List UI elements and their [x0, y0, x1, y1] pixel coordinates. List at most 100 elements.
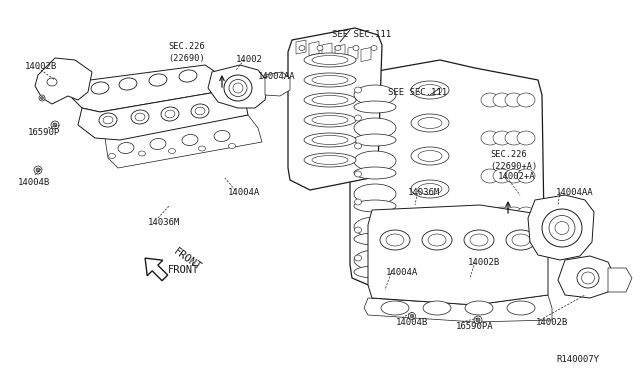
Polygon shape [322, 43, 332, 57]
Ellipse shape [381, 301, 409, 315]
Ellipse shape [464, 230, 494, 250]
Ellipse shape [493, 169, 511, 183]
Ellipse shape [517, 169, 535, 183]
Ellipse shape [517, 207, 535, 221]
Polygon shape [208, 65, 268, 108]
Text: SEE SEC.111: SEE SEC.111 [388, 88, 447, 97]
Ellipse shape [411, 114, 449, 132]
Ellipse shape [386, 234, 404, 246]
Ellipse shape [91, 82, 109, 94]
Polygon shape [288, 28, 382, 190]
Ellipse shape [165, 110, 175, 118]
Ellipse shape [355, 171, 362, 177]
Ellipse shape [304, 113, 356, 127]
Ellipse shape [418, 217, 442, 228]
Ellipse shape [34, 166, 42, 174]
Ellipse shape [214, 131, 230, 141]
Ellipse shape [109, 154, 115, 158]
Ellipse shape [119, 78, 137, 90]
Polygon shape [296, 40, 306, 54]
Ellipse shape [304, 93, 356, 107]
Text: 14004B: 14004B [396, 318, 428, 327]
Ellipse shape [505, 169, 523, 183]
Ellipse shape [542, 209, 582, 247]
Ellipse shape [168, 148, 175, 154]
Ellipse shape [418, 183, 442, 195]
Ellipse shape [481, 169, 499, 183]
Ellipse shape [380, 230, 410, 250]
Ellipse shape [577, 268, 599, 288]
Ellipse shape [317, 45, 323, 51]
Ellipse shape [517, 93, 535, 107]
Ellipse shape [505, 93, 523, 107]
Ellipse shape [135, 113, 145, 121]
Ellipse shape [304, 153, 356, 167]
Polygon shape [361, 48, 371, 61]
Ellipse shape [507, 301, 535, 315]
Ellipse shape [118, 142, 134, 154]
Ellipse shape [408, 312, 415, 320]
Polygon shape [364, 295, 552, 322]
Ellipse shape [422, 230, 452, 250]
Ellipse shape [103, 116, 113, 124]
Polygon shape [558, 256, 614, 298]
Ellipse shape [410, 314, 413, 318]
Ellipse shape [418, 84, 442, 96]
Text: 14004AA: 14004AA [258, 72, 296, 81]
Ellipse shape [354, 167, 396, 179]
Ellipse shape [549, 215, 575, 241]
Ellipse shape [161, 107, 179, 121]
Ellipse shape [304, 73, 356, 87]
Text: 14004A: 14004A [386, 268, 419, 277]
Ellipse shape [99, 113, 117, 127]
Ellipse shape [506, 230, 536, 250]
Ellipse shape [555, 221, 569, 234]
Ellipse shape [481, 93, 499, 107]
Ellipse shape [411, 246, 449, 264]
Ellipse shape [354, 134, 396, 146]
Polygon shape [528, 195, 594, 260]
Ellipse shape [312, 76, 348, 84]
Ellipse shape [493, 207, 511, 221]
Text: FRONT: FRONT [172, 247, 204, 273]
Ellipse shape [312, 135, 348, 144]
Ellipse shape [354, 250, 396, 270]
Text: 14002B: 14002B [536, 318, 568, 327]
Ellipse shape [505, 245, 523, 259]
Ellipse shape [418, 250, 442, 260]
Ellipse shape [53, 123, 57, 127]
Ellipse shape [476, 318, 480, 322]
Text: 14004AA: 14004AA [556, 188, 594, 197]
Polygon shape [335, 45, 345, 58]
Ellipse shape [312, 55, 348, 64]
Polygon shape [368, 205, 548, 305]
Ellipse shape [312, 155, 348, 164]
Ellipse shape [493, 131, 511, 145]
Text: SEC.226: SEC.226 [168, 42, 205, 51]
Ellipse shape [465, 301, 493, 315]
Polygon shape [78, 90, 248, 140]
Ellipse shape [355, 115, 362, 121]
Ellipse shape [481, 245, 499, 259]
Ellipse shape [182, 134, 198, 145]
Ellipse shape [39, 95, 45, 101]
Polygon shape [350, 60, 545, 300]
Ellipse shape [198, 146, 205, 151]
Text: 14002B: 14002B [25, 62, 57, 71]
Ellipse shape [233, 83, 243, 93]
Ellipse shape [304, 133, 356, 147]
Ellipse shape [355, 199, 362, 205]
Polygon shape [35, 58, 92, 104]
Ellipse shape [47, 78, 57, 86]
Ellipse shape [335, 45, 341, 51]
Ellipse shape [371, 45, 377, 51]
Text: SEC.226: SEC.226 [490, 150, 527, 159]
Polygon shape [608, 268, 632, 292]
Ellipse shape [505, 131, 523, 145]
Ellipse shape [354, 85, 396, 105]
Ellipse shape [474, 316, 482, 324]
Ellipse shape [36, 168, 40, 172]
Ellipse shape [428, 234, 446, 246]
Polygon shape [309, 42, 319, 55]
Ellipse shape [512, 234, 530, 246]
